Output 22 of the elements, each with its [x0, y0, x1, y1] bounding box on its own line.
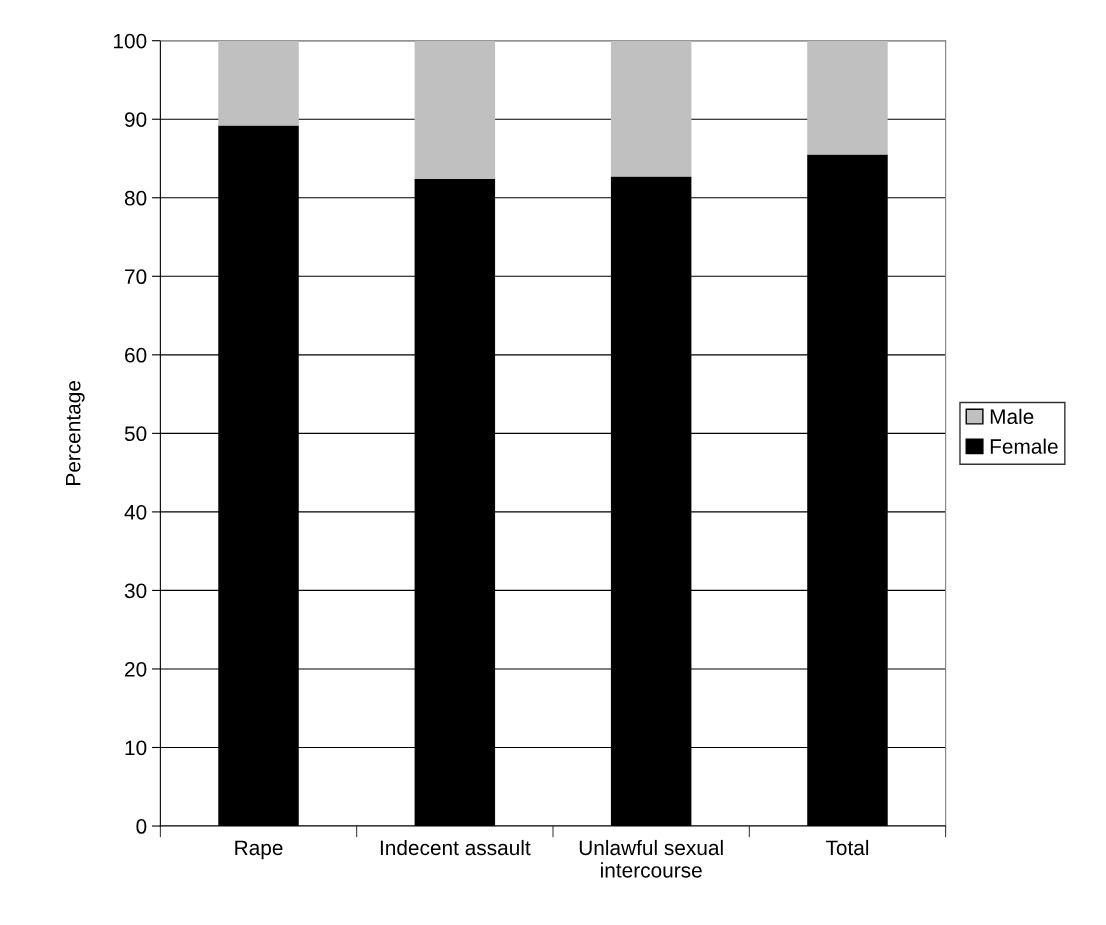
- y-tick-label: 70: [125, 269, 147, 285]
- y-tick-label: 90: [124, 112, 147, 127]
- legend-label: Female: [990, 438, 1058, 454]
- legend-label: Male: [990, 408, 1034, 425]
- y-tick-label: 80: [124, 190, 147, 206]
- y-tick-label: 50: [124, 426, 147, 442]
- x-tick-label: Indecent assault: [380, 839, 531, 856]
- y-tick-label: 30: [124, 583, 147, 599]
- bar: [414, 40, 496, 179]
- bar: [218, 40, 299, 126]
- x-tick-label: Total: [825, 839, 869, 856]
- y-axis-title: Percentage: [65, 381, 85, 485]
- y-tick-label: 10: [125, 740, 147, 756]
- bar: [610, 40, 692, 177]
- y-tick-label: 100: [114, 33, 147, 49]
- y-tick-label: 40: [124, 504, 147, 520]
- x-tick-label: Unlawful sexual intercourse: [579, 839, 723, 878]
- y-tick-label: 0: [136, 819, 147, 834]
- x-tick-label: Rape: [235, 840, 283, 860]
- y-tick-label: 60: [125, 347, 147, 363]
- y-tick-label: 20: [125, 661, 147, 677]
- bar: [807, 40, 888, 155]
